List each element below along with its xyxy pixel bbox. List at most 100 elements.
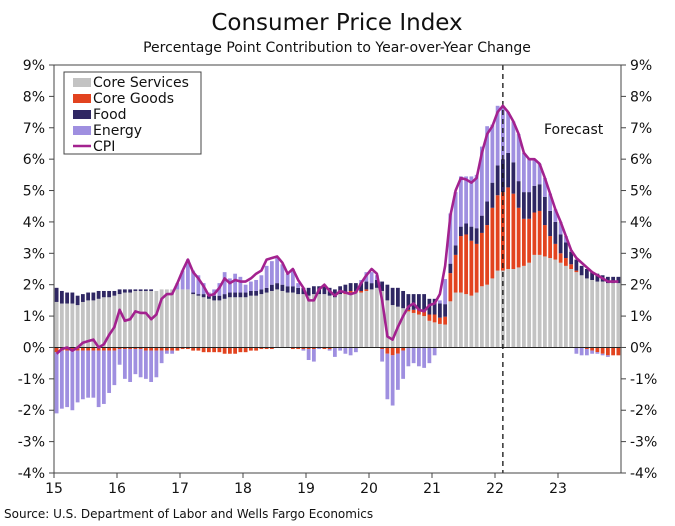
y-tick-label: 1%: [23, 309, 45, 325]
bar-food: [101, 290, 106, 298]
bar-food: [422, 294, 427, 310]
bar-core-services: [511, 269, 516, 348]
bar-core-services: [70, 303, 75, 348]
bar-core-goods: [511, 193, 516, 269]
bar-core-services: [332, 297, 337, 348]
bar-core-services: [117, 294, 122, 348]
y-tick-label-right: -2%: [630, 403, 657, 419]
bar-core-goods: [75, 347, 80, 351]
bar-core-goods: [563, 258, 568, 266]
source-note: Source: U.S. Department of Labor and Wel…: [4, 507, 373, 521]
bar-core-goods: [432, 314, 437, 323]
bar-core-goods: [485, 225, 490, 285]
bar-core-goods: [490, 207, 495, 279]
bar-energy: [264, 265, 269, 288]
bar-food: [563, 242, 568, 259]
bar-core-services: [437, 323, 442, 348]
cpi-line: [55, 104, 619, 355]
bar-food: [212, 295, 217, 301]
bar-core-goods: [233, 347, 238, 354]
bar-food: [275, 283, 280, 290]
x-tick-label: 20: [360, 481, 378, 497]
bar-energy: [75, 350, 80, 403]
y-tick-label: 9%: [23, 58, 45, 74]
bar-core-goods: [227, 347, 232, 354]
bar-core-goods: [201, 347, 206, 353]
bar-core-goods: [185, 347, 190, 350]
bar-core-services: [401, 308, 406, 348]
bar-core-goods: [322, 347, 327, 350]
bar-core-services: [595, 281, 600, 348]
bar-food: [322, 286, 327, 295]
bar-core-services: [469, 295, 474, 348]
bar-food: [537, 184, 542, 211]
bar-core-services: [406, 311, 411, 348]
bar-food: [296, 287, 301, 295]
bar-energy: [474, 174, 479, 229]
bar-core-services: [542, 256, 547, 348]
bar-core-goods: [527, 218, 532, 263]
bar-core-goods: [443, 316, 448, 325]
bar-core-goods: [248, 347, 253, 351]
bar-core-services: [222, 298, 227, 348]
bar-energy: [70, 350, 75, 411]
bar-energy: [590, 350, 595, 354]
bar-food: [348, 283, 353, 291]
bar-core-goods: [254, 347, 259, 351]
bar-food: [479, 215, 484, 233]
bar-core-goods: [453, 254, 458, 293]
bar-core-services: [479, 286, 484, 348]
bar-energy: [91, 350, 96, 398]
bar-energy: [516, 134, 521, 182]
bar-core-services: [159, 289, 164, 348]
bar-energy: [222, 272, 227, 295]
bar-core-goods: [548, 236, 553, 259]
bar-food: [548, 210, 553, 237]
bar-food: [558, 234, 563, 254]
bar-core-goods: [212, 347, 217, 353]
bar-core-goods: [259, 347, 264, 350]
x-tick-label: 15: [45, 481, 63, 497]
bar-food: [469, 226, 474, 241]
y-tick-label: 4%: [23, 215, 45, 231]
bar-core-services: [206, 298, 211, 348]
y-tick-label: -3%: [18, 435, 45, 451]
bar-core-services: [553, 259, 558, 348]
bar-food: [453, 245, 458, 255]
bar-core-services: [574, 272, 579, 348]
bar-food: [280, 284, 285, 291]
bar-food: [416, 294, 421, 310]
bar-core-services: [516, 267, 521, 348]
bar-core-goods: [117, 347, 122, 350]
x-tick-label: 16: [108, 481, 126, 497]
y-tick-label: -2%: [18, 403, 45, 419]
bar-energy: [254, 279, 259, 291]
bar-core-goods: [54, 347, 59, 353]
bar-core-services: [464, 294, 469, 348]
bar-core-services: [537, 254, 542, 348]
bar-energy: [521, 152, 526, 193]
bar-core-goods: [521, 218, 526, 266]
bar-core-goods: [532, 212, 537, 255]
bar-core-services: [600, 281, 605, 348]
bar-core-services: [506, 269, 511, 348]
bar-core-services: [170, 289, 175, 348]
bar-core-services: [96, 298, 101, 348]
bar-core-goods: [196, 347, 201, 351]
bar-energy: [175, 283, 180, 290]
bar-energy: [317, 347, 322, 350]
bar-energy: [437, 300, 442, 304]
bar-core-services: [390, 305, 395, 348]
bar-energy: [311, 349, 316, 362]
bar-food: [458, 226, 463, 237]
bar-core-services: [212, 300, 217, 348]
bar-core-goods: [474, 243, 479, 293]
bar-food: [285, 286, 290, 293]
bar-core-goods: [133, 347, 138, 350]
y-tick-label: -4%: [18, 466, 45, 482]
bar-food: [59, 290, 64, 304]
bar-energy: [285, 273, 290, 287]
legend-label: Food: [93, 107, 127, 123]
bar-energy: [469, 176, 474, 227]
bar-core-services: [259, 294, 264, 348]
